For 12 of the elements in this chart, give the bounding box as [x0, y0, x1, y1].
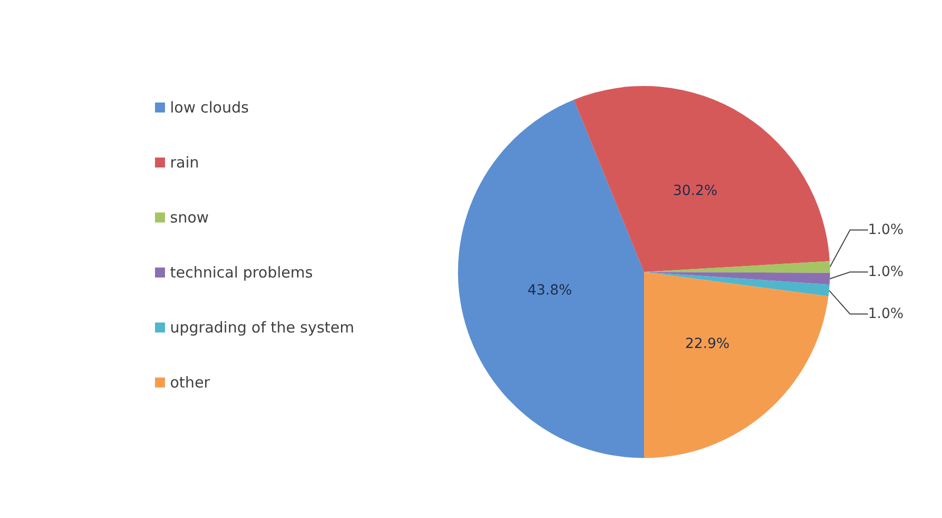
data-label: 1.0% [868, 306, 904, 322]
legend-label: low clouds [170, 98, 249, 116]
legend-label: upgrading of the system [170, 318, 354, 336]
data-label: 43.8% [528, 282, 572, 298]
legend-label: snow [170, 208, 209, 226]
data-label: 1.0% [868, 264, 904, 280]
data-label: 22.9% [685, 336, 730, 352]
data-label: 30.2% [672, 182, 718, 199]
legend-label: other [170, 374, 211, 392]
legend-label: technical problems [170, 264, 313, 282]
legend-label: rain [170, 154, 200, 172]
data-label: 1.0% [868, 222, 904, 238]
